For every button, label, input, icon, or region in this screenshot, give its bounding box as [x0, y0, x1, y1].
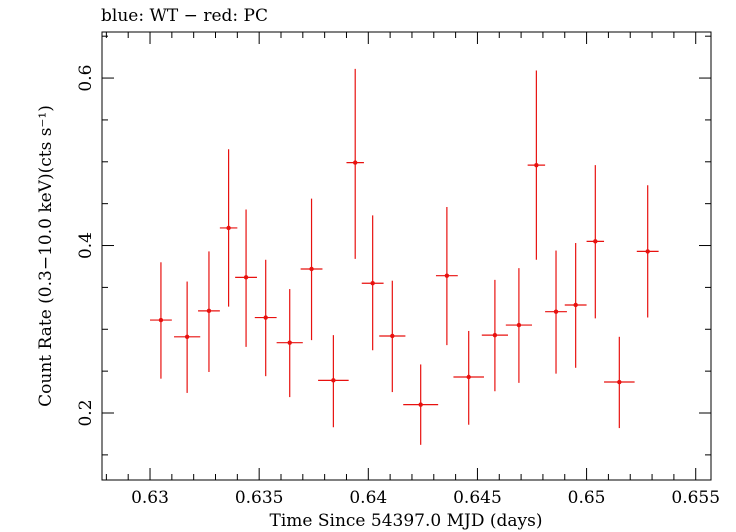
data-point: [219, 149, 238, 307]
data-marker: [516, 322, 522, 328]
data-point: [235, 209, 257, 347]
data-point: [198, 251, 220, 372]
data-marker: [158, 317, 164, 323]
y-tick-label: 0.2: [76, 399, 96, 426]
data-point: [403, 364, 439, 445]
y-tick-label: 0.4: [76, 232, 96, 259]
data-marker: [309, 266, 314, 272]
data-point: [150, 262, 172, 379]
x-tick-label: 0.645: [453, 488, 502, 508]
data-point: [435, 207, 458, 346]
x-tick-label: 0.65: [568, 488, 606, 508]
y-axis-label: Count Rate (0.3−10.0 keV)(cts s⁻¹): [36, 105, 56, 407]
data-point: [604, 336, 635, 429]
data-marker: [645, 249, 650, 254]
data-point: [453, 330, 484, 425]
data-marker: [390, 333, 395, 339]
x-axis-label: Time Since 54397.0 MJD (days): [270, 511, 543, 531]
x-tick-labels: 0.63 0.635 0.64 0.645 0.65 0.655: [131, 488, 720, 508]
data-marker: [593, 239, 598, 244]
chart-title: blue: WT − red: PC: [101, 6, 268, 26]
data-marker: [617, 379, 622, 385]
data-marker: [263, 315, 268, 320]
data-marker: [553, 309, 559, 314]
data-point: [564, 243, 587, 368]
data-marker: [243, 275, 249, 280]
data-marker: [287, 340, 292, 345]
data-point: [505, 268, 533, 383]
x-tick-label: 0.63: [131, 488, 169, 508]
axis-ticks: [102, 32, 711, 480]
data-marker: [492, 332, 498, 338]
data-marker: [353, 160, 358, 165]
data-point: [481, 279, 508, 392]
data-point: [527, 70, 546, 260]
data-point: [586, 165, 605, 319]
data-point: [379, 280, 406, 393]
data-marker: [573, 302, 578, 308]
y-tick-labels: 0.2 0.4 0.6: [76, 65, 96, 427]
x-tick-label: 0.635: [235, 488, 284, 508]
data-marker: [184, 334, 190, 340]
data-point: [300, 198, 323, 341]
data-marker: [466, 374, 471, 380]
data-marker: [206, 308, 212, 314]
data-marker: [370, 281, 375, 286]
data-point: [361, 215, 384, 351]
data-marker: [418, 402, 423, 407]
y-tick-label: 0.6: [76, 65, 96, 92]
data-point: [545, 250, 567, 374]
data-point: [276, 289, 303, 398]
data-point: [346, 68, 364, 259]
plot-frame: [101, 31, 712, 481]
data-marker: [534, 162, 539, 168]
x-tick-label: 0.655: [671, 488, 720, 508]
data-points: [150, 68, 659, 445]
data-point: [318, 335, 349, 428]
data-marker: [226, 225, 231, 231]
data-marker: [331, 378, 336, 383]
data-marker: [444, 273, 450, 278]
data-point: [174, 281, 201, 393]
data-point: [254, 259, 277, 377]
x-tick-label: 0.64: [349, 488, 387, 508]
data-point: [636, 185, 659, 318]
